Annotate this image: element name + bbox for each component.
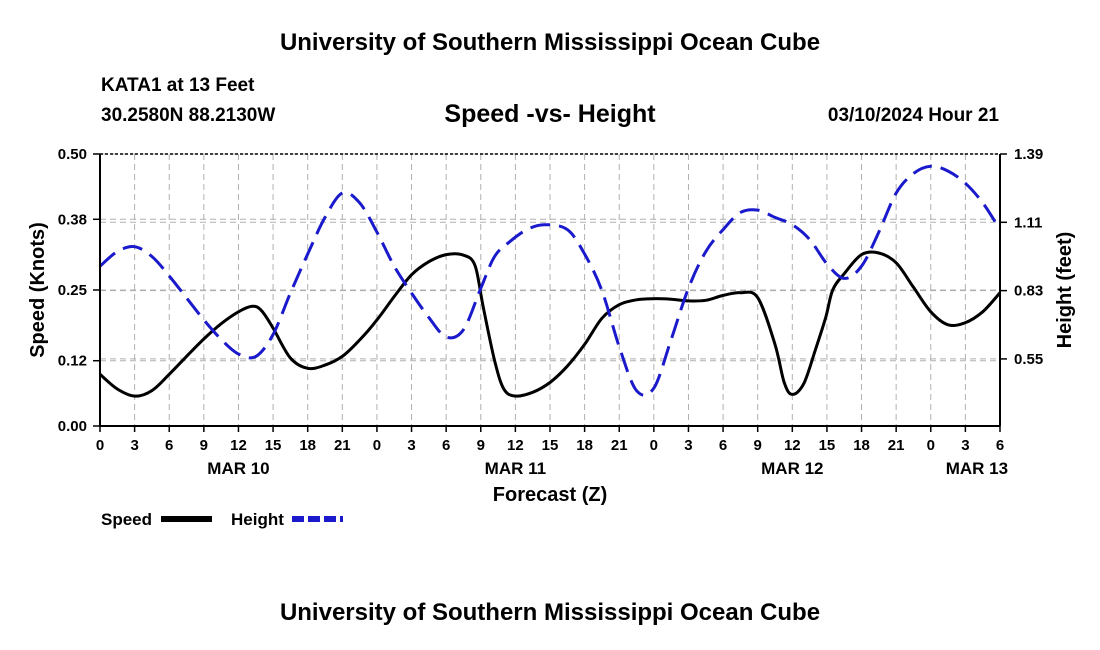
- label-layer: 0 3 6 9 12 15 18 21 0 3 6 9 12 15 18 21 0 3 6 9 12 15 18 21 0 3 6 0…: [27, 146, 1076, 529]
- y-tick-label: 0.50: [58, 146, 87, 163]
- date-label: MAR 13: [946, 459, 1008, 478]
- x-tick-label: 15: [265, 437, 282, 454]
- x-tick-label: 15: [542, 437, 559, 454]
- x-tick-label: 9: [754, 437, 762, 454]
- footer-title: University of Southern Mississippi Ocean…: [279, 599, 821, 626]
- y-tick-label: 0.38: [58, 211, 87, 228]
- frame-layer: [93, 153, 1007, 432]
- speed-series-line: [99, 250, 1002, 398]
- date-label: MAR 11: [485, 459, 546, 478]
- chart-title: University of Southern Mississippi Ocean…: [279, 29, 821, 56]
- date-label: MAR 12: [761, 459, 823, 478]
- x-tick-label: 0: [96, 437, 104, 454]
- chart-subtitle: Speed -vs- Height: [444, 100, 656, 128]
- x-tick-label: 12: [230, 437, 247, 454]
- legend-speed-label: Speed: [101, 510, 152, 529]
- x-tick-label: 6: [719, 437, 727, 454]
- station-coordinates: 30.2580N 88.2130W: [101, 105, 276, 126]
- station-label: KATA1 at 13 Feet: [101, 75, 255, 96]
- date-label: MAR 10: [207, 459, 269, 478]
- y-axis-title: Speed (Knots): [27, 222, 49, 358]
- height-series-line: [99, 164, 1002, 397]
- x-tick-label: 18: [853, 437, 870, 454]
- y-tick-label: 0.12: [58, 353, 87, 370]
- x-tick-label: 21: [611, 437, 628, 454]
- x-tick-label: 18: [299, 437, 316, 454]
- x-tick-label: 18: [576, 437, 593, 454]
- x-tick-label: 0: [927, 437, 935, 454]
- x-tick-label: 3: [684, 437, 692, 454]
- series-layer: [99, 164, 1002, 398]
- x-tick-label: 21: [334, 437, 351, 454]
- x-tick-label: 6: [442, 437, 450, 454]
- x-tick-label: 9: [477, 437, 485, 454]
- legend-height-label: Height: [231, 510, 284, 529]
- x-tick-label: 15: [819, 437, 836, 454]
- x-tick-label: 3: [407, 437, 415, 454]
- y2-tick-label: 0.55: [1014, 351, 1043, 368]
- x-axis-title: Forecast (Z): [493, 484, 607, 506]
- y2-tick-label: 0.83: [1014, 283, 1043, 300]
- x-tick-label: 6: [165, 437, 173, 454]
- y2-tick-label: 1.39: [1014, 146, 1043, 163]
- x-tick-label: 9: [200, 437, 208, 454]
- y2-tick-label: 1.11: [1014, 214, 1042, 231]
- grid-layer: [100, 153, 1000, 426]
- x-tick-label: 3: [130, 437, 138, 454]
- x-tick-label: 0: [373, 437, 381, 454]
- x-tick-label: 21: [888, 437, 905, 454]
- y-tick-label: 0.00: [58, 418, 87, 435]
- x-tick-label: 12: [507, 437, 524, 454]
- x-tick-label: 12: [784, 437, 801, 454]
- x-tick-label: 6: [996, 437, 1004, 454]
- x-tick-label: 3: [961, 437, 969, 454]
- x-tick-label: 0: [650, 437, 658, 454]
- y-tick-label: 0.25: [58, 282, 87, 299]
- forecast-timestamp: 03/10/2024 Hour 21: [827, 105, 999, 126]
- y2-axis-title: Height (feet): [1054, 232, 1076, 349]
